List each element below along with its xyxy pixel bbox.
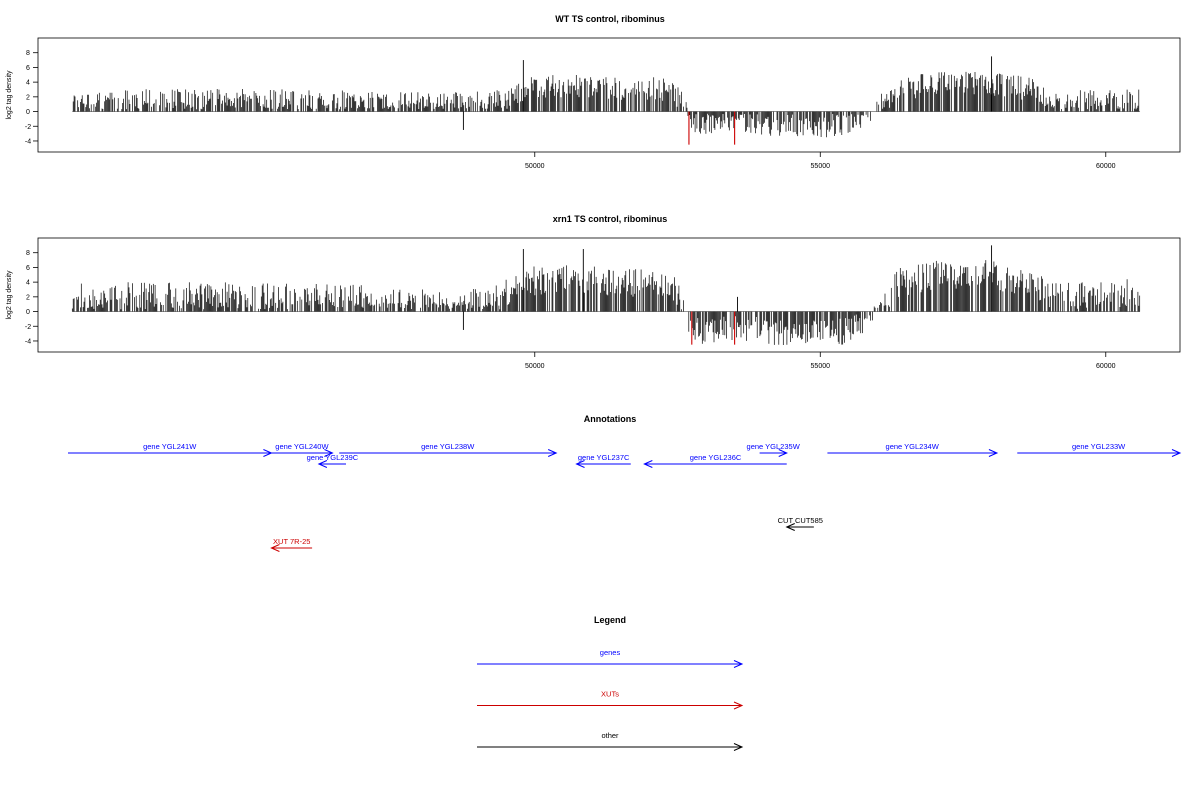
x-tick-label: 50000	[525, 363, 545, 370]
annotation-feature: gene YGL240W	[271, 442, 334, 457]
feature-arrowhead	[778, 449, 788, 457]
feature-label: gene YGL234W	[886, 442, 940, 451]
axes: -4 -2 0 2 4 6 8 50000 55000 60000	[25, 250, 1116, 370]
feature-arrowhead	[733, 701, 744, 710]
y-tick-label: 4	[26, 80, 30, 87]
legend-item: XUTs	[477, 690, 744, 710]
annotation-feature: gene YGL234W	[827, 442, 999, 457]
annotation-feature: gene YGL236C	[643, 453, 787, 468]
wt-density-panel: WT TS control, ribominus log2 tag densit…	[6, 14, 1181, 170]
x-tick-label: 55000	[811, 363, 831, 370]
annotation-feature: gene YGL233W	[1017, 442, 1182, 457]
feature-arrowhead	[270, 544, 280, 552]
xrn1-density-panel: xrn1 TS control, ribominus log2 tag dens…	[6, 214, 1181, 370]
annotations-track: Annotations gene YGL241W gene YGL240Wgene…	[68, 414, 1182, 552]
feature-label: gene YGL236C	[690, 453, 742, 462]
feature-label: gene YGL233W	[1072, 442, 1126, 451]
feature-arrowhead	[733, 660, 744, 668]
plot-frame	[37, 37, 1181, 153]
panel-title: WT TS control, ribominus	[555, 14, 665, 24]
feature-arrowhead	[785, 523, 795, 531]
annotation-feature: gene YGL239C	[307, 453, 359, 468]
y-tick-label: -2	[25, 324, 31, 331]
legend: Legend genes XUTs other	[477, 615, 744, 751]
y-tick-label: 0	[26, 309, 30, 316]
y-axis-label: log2 tag density	[6, 70, 13, 120]
y-tick-label: 4	[26, 280, 30, 287]
x-tick-label: 60000	[1096, 363, 1116, 370]
feature-label: CUT CUT585	[778, 516, 823, 525]
density-bars	[71, 245, 1141, 345]
density-bars	[72, 56, 1141, 145]
feature-label: gene YGL240W	[275, 442, 329, 451]
legend-label: genes	[600, 648, 621, 657]
annotation-features: gene YGL241W gene YGL240W gene YGL239C gene…	[68, 442, 1182, 552]
legend-items: genes XUTs other	[477, 648, 744, 751]
legend-label: other	[601, 731, 619, 740]
annotation-feature: gene YGL235W	[747, 442, 801, 457]
feature-label: gene YGL241W	[143, 442, 197, 451]
y-tick-label: -2	[25, 124, 31, 131]
legend-item: genes	[477, 648, 744, 668]
annotation-feature: gene YGL238W	[339, 442, 558, 457]
legend-item: other	[477, 731, 744, 751]
legend-title: Legend	[594, 615, 626, 625]
x-tick-label: 50000	[525, 163, 545, 170]
feature-arrowhead	[643, 460, 653, 468]
annotation-feature: XUT 7R-25	[270, 537, 313, 552]
feature-label: gene YGL235W	[747, 442, 801, 451]
feature-label: XUT 7R-25	[273, 537, 310, 546]
feature-arrowhead	[1171, 449, 1182, 457]
y-tick-label: 2	[26, 294, 30, 301]
panel-title: xrn1 TS control, ribominus	[553, 214, 668, 224]
y-tick-label: 0	[26, 109, 30, 116]
y-tick-label: 6	[26, 265, 30, 272]
annotation-feature: gene YGL241W	[68, 442, 273, 457]
axes: -4 -2 0 2 4 6 8 50000 55000 60000	[25, 50, 1116, 170]
feature-label: gene YGL238W	[421, 442, 475, 451]
y-tick-label: 2	[26, 94, 30, 101]
annotation-feature: CUT CUT585	[778, 516, 823, 531]
feature-arrowhead	[317, 460, 328, 468]
y-tick-label: -4	[25, 338, 31, 345]
feature-arrowhead	[988, 449, 999, 457]
y-tick-label: 6	[26, 65, 30, 72]
feature-label: gene YGL239C	[307, 453, 359, 462]
feature-arrowhead	[547, 449, 558, 457]
y-tick-label: -4	[25, 138, 31, 145]
annotations-title: Annotations	[584, 414, 637, 424]
legend-label: XUTs	[601, 690, 619, 699]
x-tick-label: 60000	[1096, 163, 1116, 170]
feature-arrowhead	[733, 743, 744, 751]
feature-arrowhead	[575, 460, 585, 468]
x-tick-label: 55000	[811, 163, 831, 170]
feature-arrowhead	[324, 449, 334, 457]
annotation-feature: gene YGL237C	[575, 453, 631, 468]
plot-frame	[37, 237, 1181, 353]
feature-label: gene YGL237C	[578, 453, 630, 462]
y-tick-label: 8	[26, 250, 30, 257]
y-tick-label: 8	[26, 50, 30, 57]
y-axis-label: log2 tag density	[6, 270, 13, 320]
